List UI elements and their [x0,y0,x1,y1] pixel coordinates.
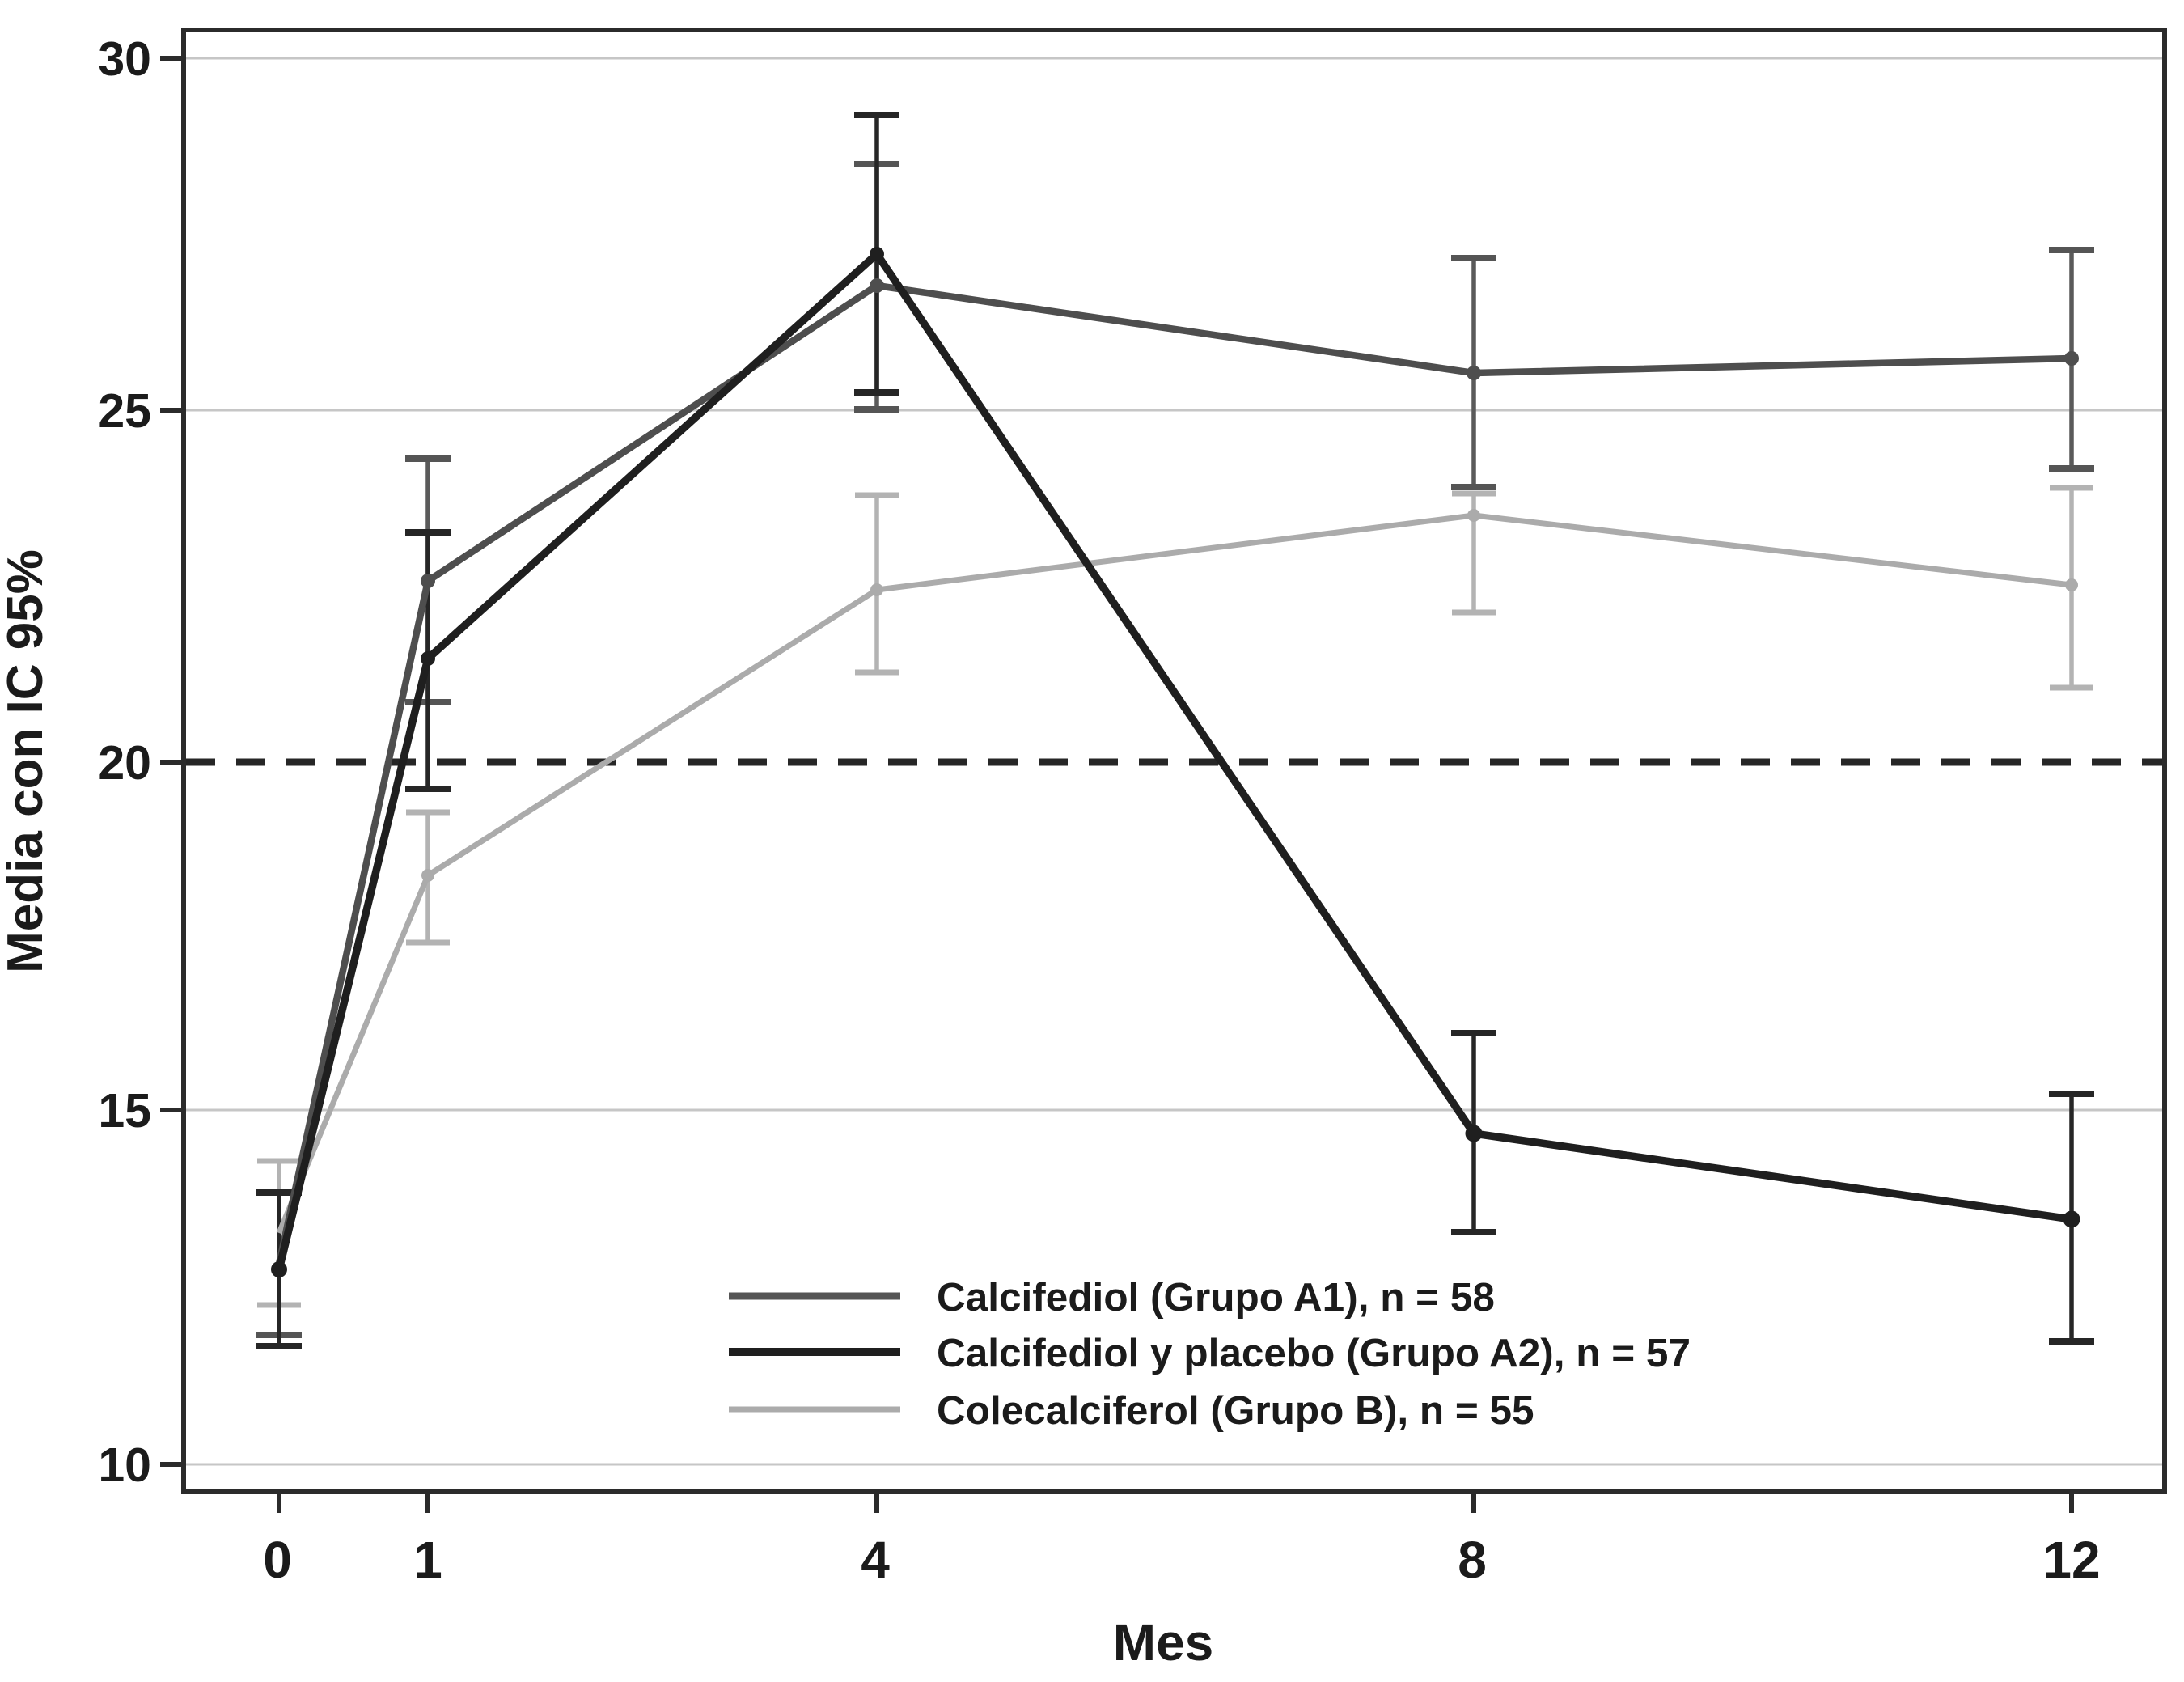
svg-text:15: 15 [98,1084,151,1138]
svg-text:10: 10 [98,1438,151,1492]
svg-text:0: 0 [263,1531,292,1589]
svg-text:Media con IC 95%: Media con IC 95% [0,549,53,973]
svg-text:4: 4 [861,1531,890,1589]
svg-text:25: 25 [98,384,151,438]
svg-text:1: 1 [413,1531,442,1589]
svg-text:8: 8 [1458,1531,1487,1589]
svg-text:Calcifediol (Grupo A1), n = 58: Calcifediol (Grupo A1), n = 58 [937,1275,1495,1320]
svg-text:20: 20 [98,736,151,790]
svg-text:30: 30 [98,32,151,86]
svg-text:12: 12 [2042,1531,2100,1589]
svg-text:Calcifediol y placebo (Grupo A: Calcifediol y placebo (Grupo A2), n = 57 [937,1331,1691,1375]
svg-text:Colecalciferol (Grupo B), n =: Colecalciferol (Grupo B), n = 55 [937,1388,1534,1433]
svg-text:Mes: Mes [1113,1613,1214,1671]
